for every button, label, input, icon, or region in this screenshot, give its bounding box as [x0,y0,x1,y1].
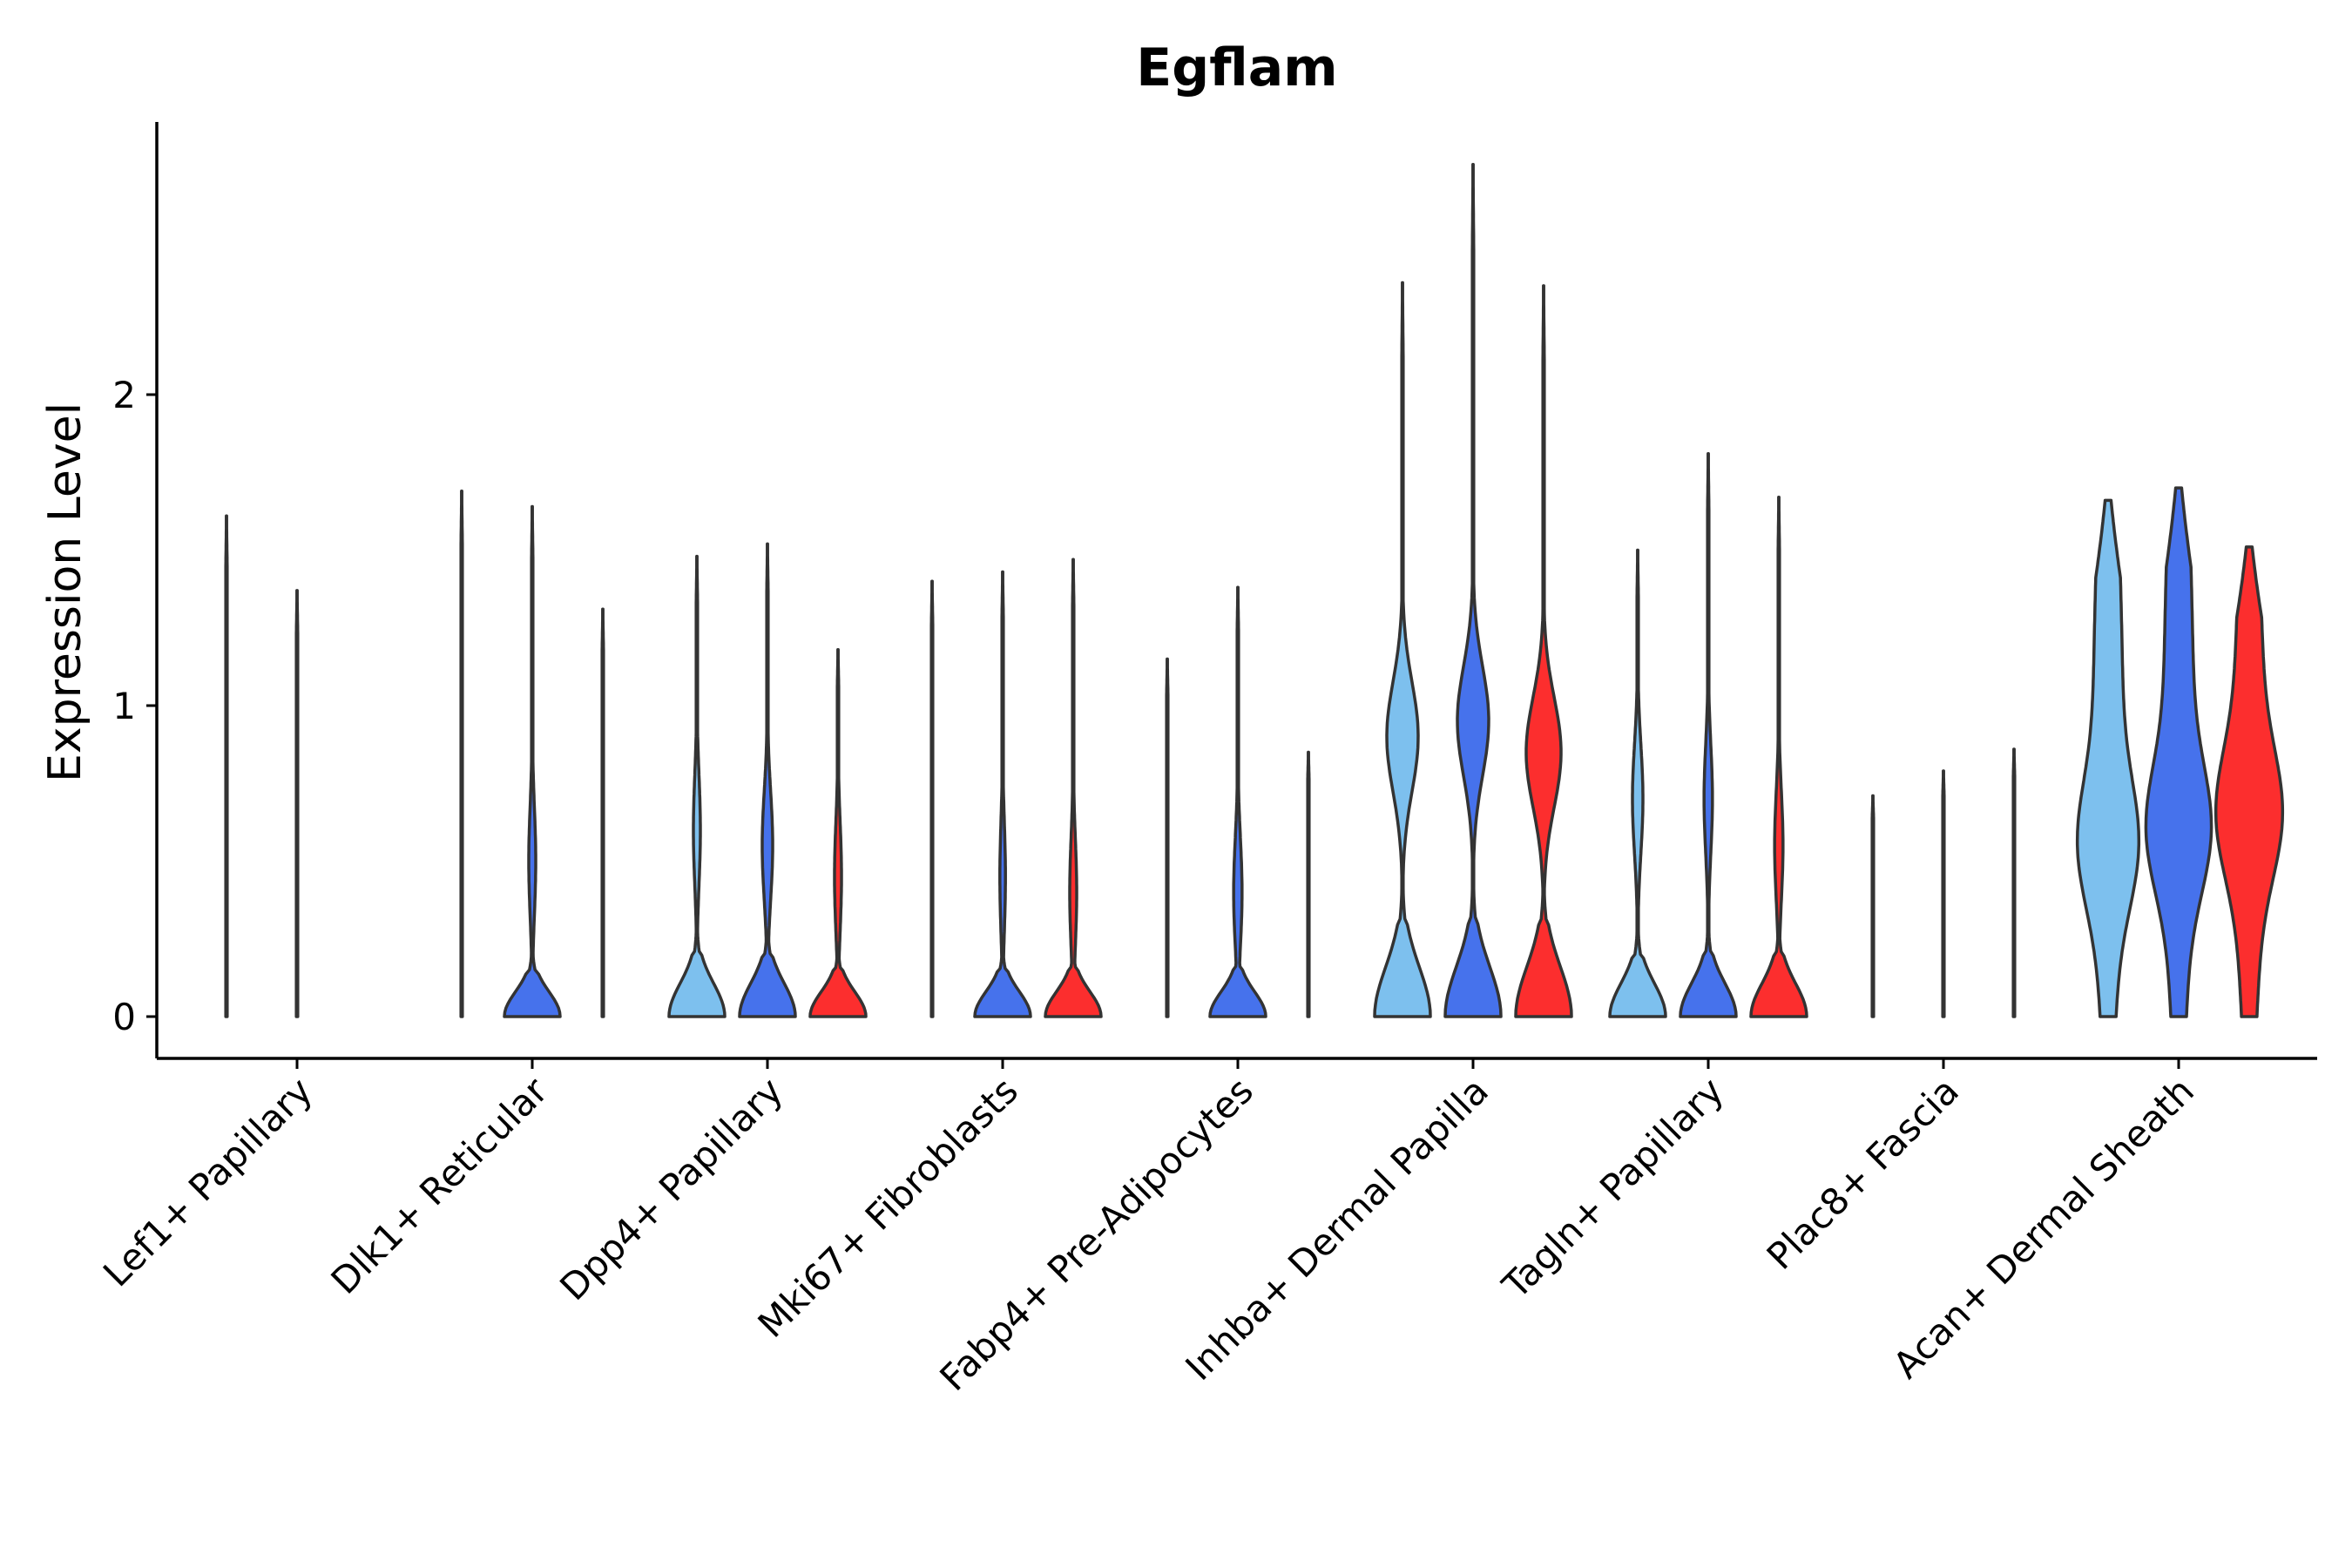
violin-6-group-3 [1514,284,1573,1018]
violin-8-group-1 [1870,794,1876,1018]
violin-5-group-1 [1165,657,1170,1018]
violins-layer [224,163,2285,1018]
x-tick-label: Tagln+ Papillary [1494,1069,1732,1307]
x-tick-label: Plac8+ Fascia [1759,1069,1967,1277]
violin-2-group-1 [459,489,464,1018]
violin-8-group-2 [1941,769,1946,1018]
violin-2-group-2 [503,504,562,1018]
violin-2-group-3 [600,607,605,1018]
violin-7-group-3 [1749,496,1808,1018]
violin-7-group-1 [1608,548,1667,1018]
violin-6-group-2 [1443,163,1503,1018]
violin-3-group-1 [667,554,727,1018]
violin-9-group-1 [2075,498,2141,1018]
x-tick-label: Lef1+ Papillary [95,1069,321,1294]
violin-3-group-2 [738,542,797,1018]
chart-title: Egflam [1136,37,1337,98]
x-tick-label: Mki67+ Fibroblasts [750,1069,1026,1345]
violin-9-group-3 [2213,545,2285,1018]
y-tick-label: 0 [112,996,136,1038]
violin-9-group-2 [2144,486,2213,1018]
x-tick-label: Dlk1+ Reticular [323,1069,557,1302]
violin-8-group-3 [2011,747,2017,1018]
x-tick-label: Dpp4+ Papillary [551,1069,791,1308]
violin-4-group-3 [1044,558,1103,1018]
y-axis-label: Expression Level [39,402,91,782]
violin-5-group-2 [1208,585,1267,1018]
violin-5-group-3 [1306,750,1311,1018]
violin-1-group-2 [294,589,300,1018]
y-tick-label: 2 [112,374,136,416]
violin-3-group-3 [808,647,868,1018]
violin-4-group-2 [973,570,1032,1018]
violin-7-group-2 [1679,452,1738,1018]
violin-1-group-1 [224,514,229,1018]
violin-6-group-1 [1373,280,1432,1018]
violin-4-group-1 [929,579,935,1018]
y-tick-label: 1 [112,685,136,727]
